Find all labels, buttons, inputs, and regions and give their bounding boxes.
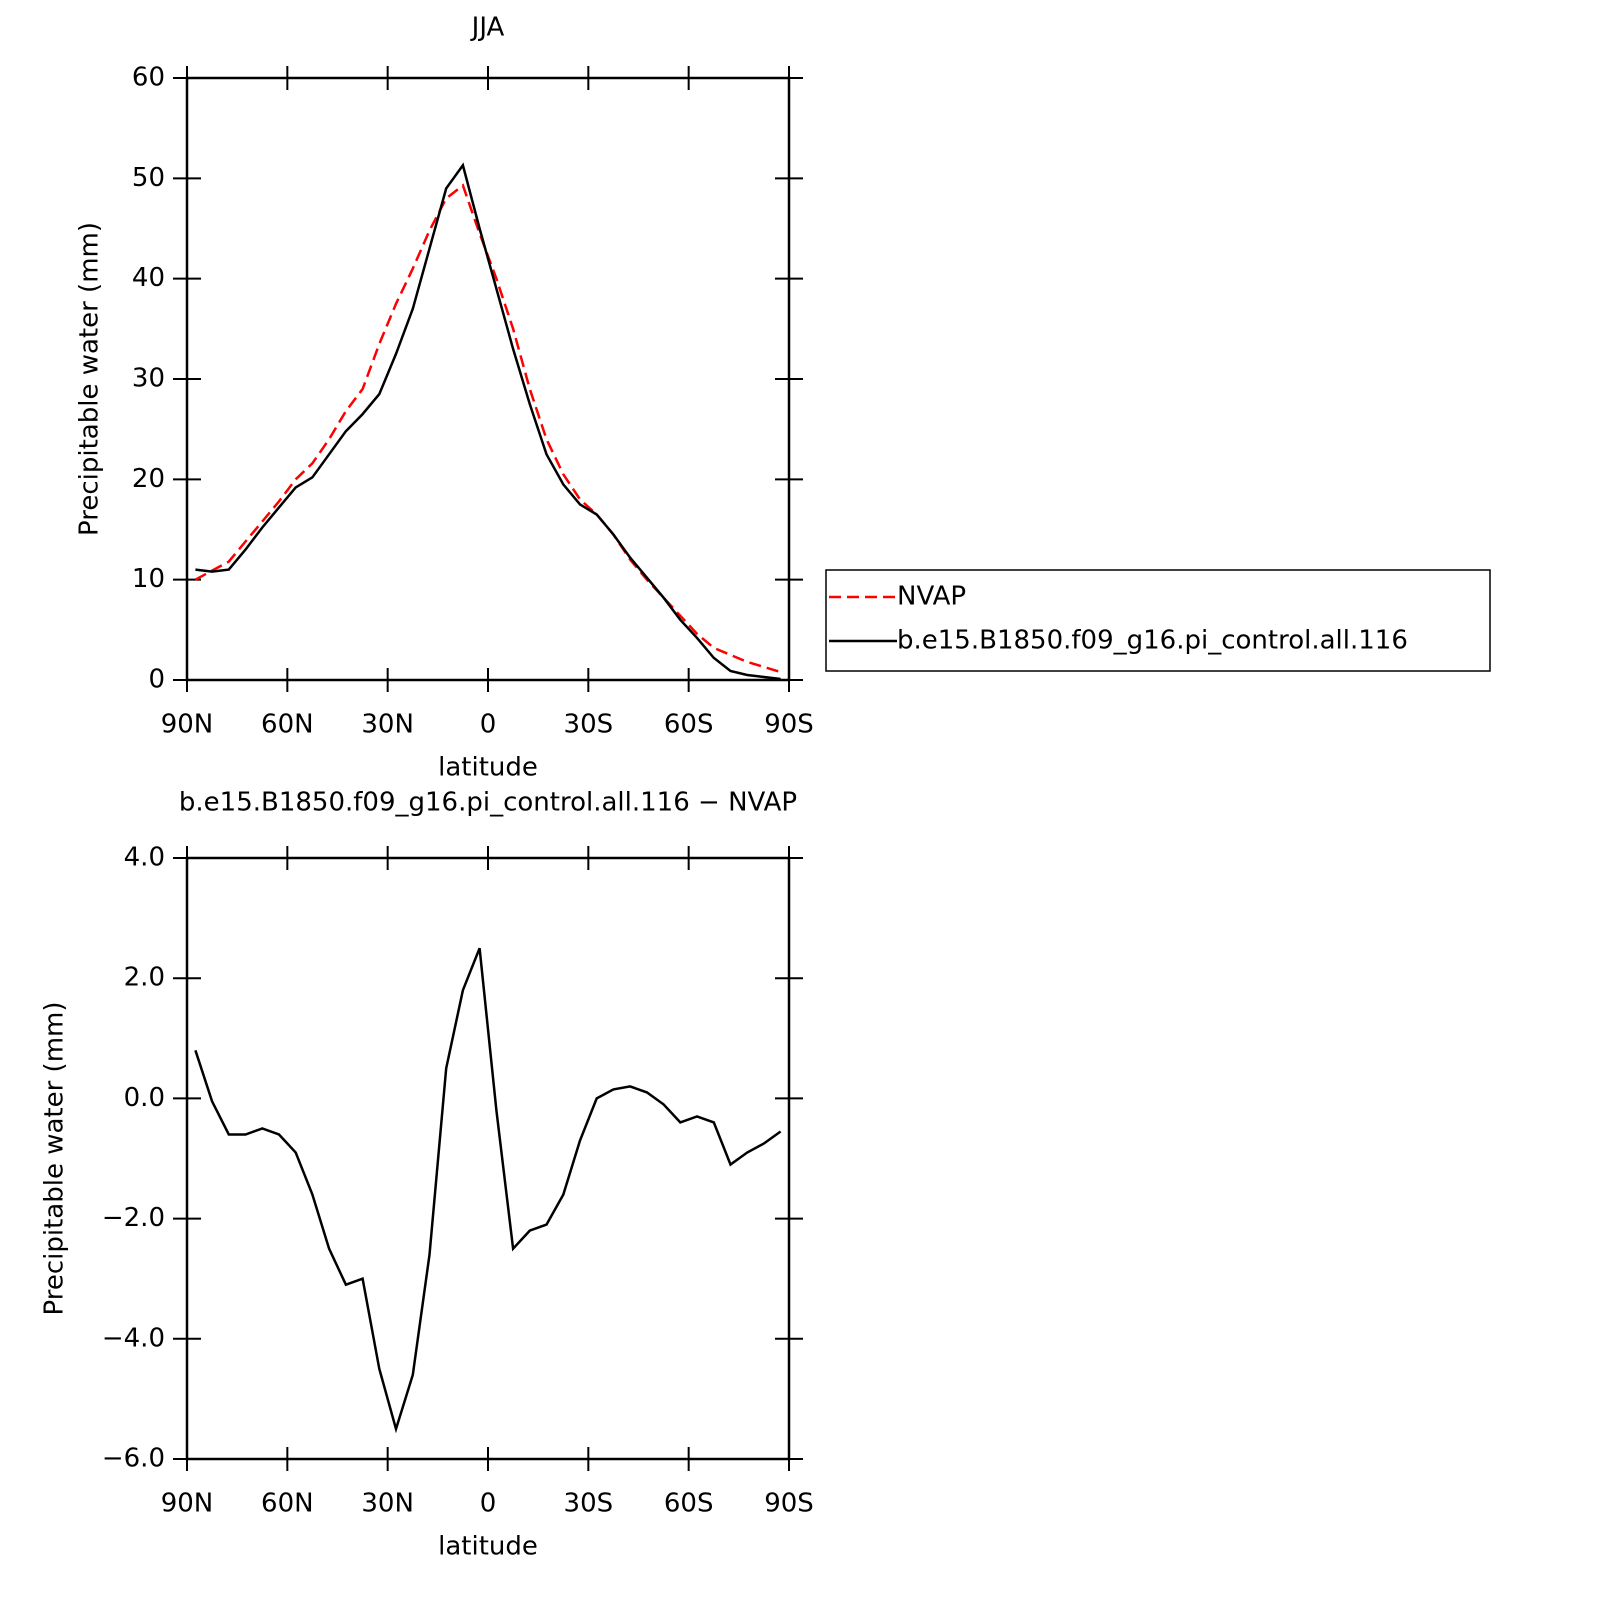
chart-title: b.e15.B1850.f09_g16.pi_control.all.116 −…: [179, 788, 797, 818]
x-tick-label: 60S: [664, 1489, 714, 1519]
y-tick-label: 20: [132, 464, 165, 494]
y-tick-label: −4.0: [102, 1323, 165, 1353]
x-tick-label: 90S: [764, 1489, 814, 1519]
x-tick-label: 30S: [564, 1489, 614, 1519]
y-tick-label: 0: [148, 665, 165, 695]
y-tick-label: 30: [132, 364, 165, 394]
chart-title: JJA: [470, 13, 505, 43]
plot: b.e15.B1850.f09_g16.pi_control.all.116 −…: [40, 788, 814, 1562]
x-tick-label: 90S: [764, 710, 814, 740]
legend-label: NVAP: [897, 582, 966, 612]
y-tick-label: 2.0: [124, 963, 165, 993]
y-tick-label: −2.0: [102, 1203, 165, 1233]
y-tick-label: −6.0: [102, 1444, 165, 1474]
y-axis-label: Precipitable water (mm): [75, 222, 105, 536]
x-axis-label: latitude: [438, 1532, 538, 1562]
x-tick-label: 0: [480, 1489, 497, 1519]
legend-label: b.e15.B1850.f09_g16.pi_control.all.116: [897, 626, 1408, 656]
y-tick-label: 50: [132, 163, 165, 193]
x-axis-label: latitude: [438, 753, 538, 783]
legend-box: [825, 569, 1491, 672]
x-tick-label: 30N: [361, 1489, 414, 1519]
x-tick-label: 90N: [161, 710, 214, 740]
x-tick-label: 90N: [161, 1489, 214, 1519]
y-tick-label: 10: [132, 564, 165, 594]
y-tick-label: 60: [132, 63, 165, 93]
data-line: [195, 162, 781, 681]
y-tick-label: 0.0: [124, 1083, 165, 1113]
y-tick-label: 4.0: [124, 843, 165, 873]
plot-frame: [185, 76, 791, 682]
x-tick-label: 30N: [361, 710, 414, 740]
plot: JJA latitude Precipitable water (mm) 0 10 20 3…: [75, 13, 1491, 783]
x-tick-label: 0: [480, 710, 497, 740]
x-tick-label: 60N: [261, 710, 314, 740]
x-tick-label: 30S: [564, 710, 614, 740]
y-axis-label: Precipitable water (mm): [40, 1002, 70, 1316]
x-tick-label: 60S: [664, 710, 714, 740]
data-line: [194, 947, 782, 1434]
x-tick-label: 60N: [261, 1489, 314, 1519]
plot-frame: [185, 856, 791, 1461]
y-tick-label: 40: [132, 263, 165, 293]
